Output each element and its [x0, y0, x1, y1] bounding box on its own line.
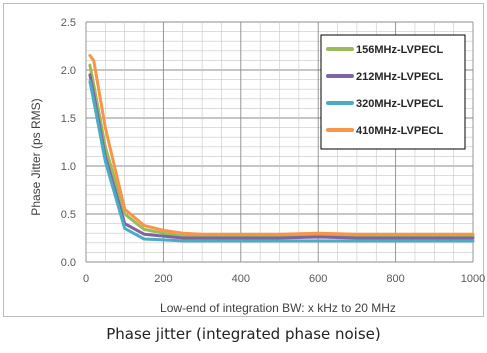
x-axis-title: Low-end of integration BW: x kHz to 20 M… [160, 301, 396, 315]
legend-label: 156MHz-LVPECL [356, 44, 443, 56]
x-tick-label: 0 [83, 273, 89, 285]
legend-label: 410MHz-LVPECL [356, 125, 443, 137]
tick-layer: 0.0 0.5 1.0 1.5 2.0 2.5 0 200 400 600 800 1000 [61, 17, 486, 285]
legend: 156MHz-LVPECL 212MHz-LVPECL 320MHz-LVPECL 4… [320, 34, 466, 150]
figure-caption: Phase jitter (integrated phase noise) [106, 325, 381, 343]
y-tick-label: 2.0 [61, 65, 76, 77]
x-tick-label: 1000 [461, 273, 485, 285]
y-tick-label: 2.5 [61, 17, 76, 29]
x-tick-label: 400 [232, 273, 250, 285]
phase-jitter-chart: 0.0 0.5 1.0 1.5 2.0 2.5 0 200 400 600 800 1000 Phas… [29, 17, 486, 315]
legend-label: 320MHz-LVPECL [356, 98, 443, 110]
y-tick-label: 0.0 [61, 257, 76, 269]
y-tick-label: 1.0 [61, 161, 76, 173]
x-tick-label: 200 [154, 273, 172, 285]
series-line [88, 54, 475, 236]
series-line [88, 80, 475, 243]
y-axis-title: Phase Jitter (ps RMS) [29, 98, 43, 215]
y-tick-label: 0.5 [61, 209, 76, 221]
series-layer [88, 54, 475, 243]
x-tick-label: 600 [309, 273, 327, 285]
legend-label: 212MHz-LVPECL [356, 71, 443, 83]
x-tick-label: 800 [386, 273, 404, 285]
series-line [88, 63, 475, 238]
y-tick-label: 1.5 [61, 113, 76, 125]
